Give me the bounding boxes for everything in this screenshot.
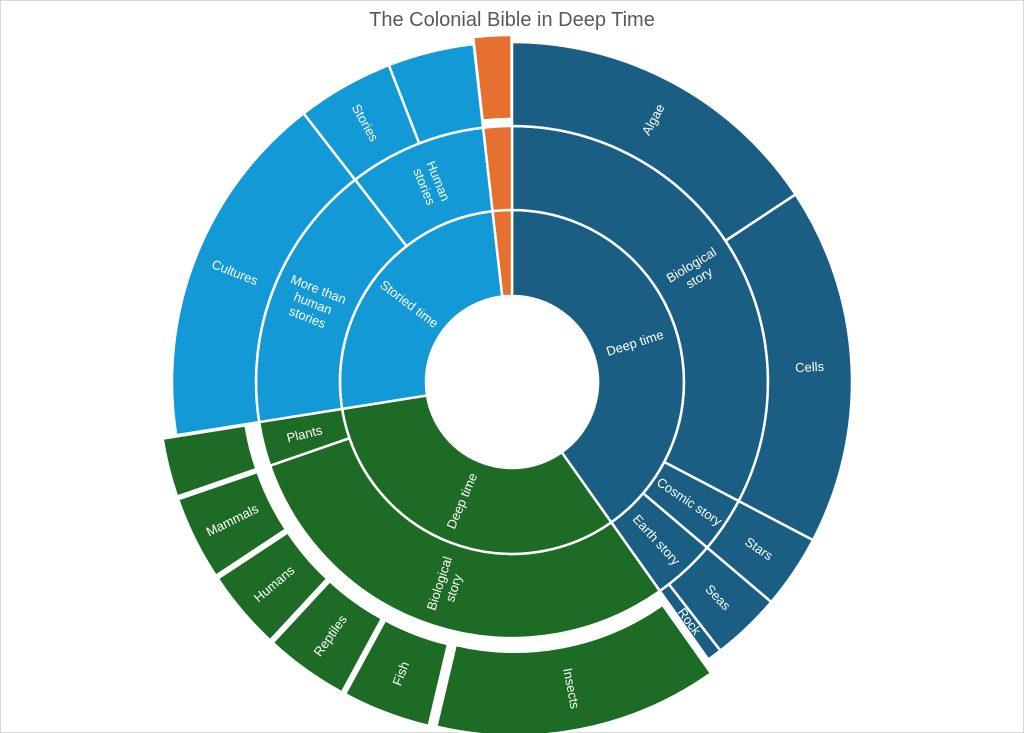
chart-title: The Colonial Bible in Deep Time [369,9,655,31]
segment-insects[interactable] [434,602,713,733]
segment-unlabeled[interactable] [481,124,514,213]
segment-reptiles[interactable] [270,579,384,695]
segment-unlabeled[interactable] [471,33,513,123]
segment-fish[interactable] [343,618,450,728]
segment-label-human-stories: Humanstories [410,159,454,209]
segment-mammals[interactable] [176,470,288,578]
segment-label-cells: Cells [795,359,825,375]
segment-biological-story[interactable] [268,436,662,640]
segment-humans[interactable] [216,530,330,643]
